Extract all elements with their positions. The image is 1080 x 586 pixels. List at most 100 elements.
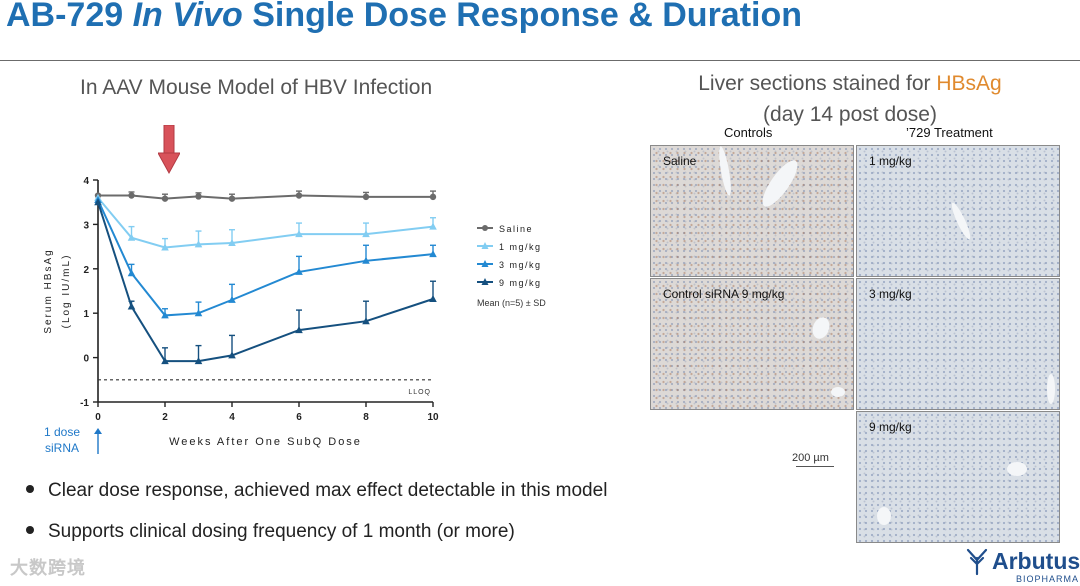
vessel: [1047, 374, 1055, 404]
hbsag-line-chart: -1 0 1 2 3 4 0 2 4 6 8 10 Weeks After One SubQ Dose S…: [43, 176, 546, 448]
vessel: [809, 314, 833, 342]
data-point: [228, 295, 236, 303]
title-prefix: AB-729: [6, 0, 133, 34]
legend-marker: [481, 278, 489, 285]
data-point: [228, 195, 236, 202]
vessel: [756, 155, 804, 212]
legend-marker: [481, 260, 489, 267]
panel-control-sirna: Control siRNA 9 mg/kg: [650, 278, 854, 410]
vessel: [831, 387, 845, 397]
arbutus-logo-icon: [966, 548, 988, 576]
y-tick-label: 3: [83, 220, 89, 231]
logo-name: Arbutus: [992, 548, 1080, 574]
y-tick-label: -1: [80, 398, 89, 409]
panel-9mgkg: 9 mg/kg: [856, 411, 1060, 543]
dose-down-arrow-icon: [158, 125, 180, 175]
vessel: [1007, 462, 1027, 476]
logo-subtitle: BIOPHARMA: [1016, 574, 1080, 584]
x-tick-label: 6: [296, 412, 302, 423]
data-point: [194, 240, 203, 248]
legend-marker: [481, 242, 489, 249]
y-axis-label: Serum HBsAg: [43, 248, 54, 333]
histology-heading-line2: (day 14 post dose): [763, 103, 937, 126]
lloq-label: LLOQ: [408, 389, 431, 396]
data-point: [362, 317, 370, 325]
legend-label: Saline: [499, 224, 533, 234]
bullet-2: Supports clinical dosing frequency of 1 …: [26, 521, 515, 543]
data-point: [295, 192, 303, 199]
title-divider: [0, 60, 1080, 61]
data-point: [228, 239, 236, 247]
legend-label: 3 mg/kg: [499, 260, 542, 270]
x-tick-label: 10: [427, 412, 439, 423]
histology-heading-highlight: HBsAg: [936, 72, 1002, 95]
y-axis-label-units: (Log IU/mL): [61, 254, 72, 329]
column-label-treatment: ’729 Treatment: [906, 125, 993, 140]
panel-label: 3 mg/kg: [869, 287, 912, 301]
histology-heading: Liver sections stained for HBsAg (day 14…: [640, 68, 1060, 130]
legend-marker: [482, 225, 488, 231]
data-point: [194, 357, 203, 365]
y-tick-label: 4: [83, 176, 89, 187]
data-point: [362, 256, 370, 264]
panel-label: 1 mg/kg: [869, 154, 912, 168]
data-point: [228, 351, 236, 359]
title-suffix: Single Dose Response & Duration: [242, 0, 803, 34]
histology-heading-line1: Liver sections stained for HBsAg: [640, 68, 1060, 99]
data-point: [295, 267, 303, 275]
x-tick-label: 8: [363, 412, 369, 423]
data-point: [429, 193, 437, 201]
data-point: [161, 357, 169, 365]
data-point: [195, 193, 202, 200]
data-point: [161, 243, 169, 251]
panel-1mgkg: 1 mg/kg: [856, 145, 1060, 277]
vessel: [948, 201, 974, 241]
scale-bar: [796, 466, 834, 467]
bullet-2-text: Supports clinical dosing frequency of 1 …: [48, 521, 515, 542]
legend-note: Mean (n=5) ± SD: [477, 298, 546, 308]
column-label-controls: Controls: [724, 125, 773, 140]
data-point: [94, 198, 102, 206]
legend-label: 1 mg/kg: [499, 242, 542, 252]
data-point: [362, 230, 370, 238]
dose-note-line2: siRNA: [45, 441, 80, 455]
histology-heading-text: Liver sections stained for: [698, 72, 937, 95]
data-point: [194, 309, 203, 317]
scale-bar-label: 200 µm: [792, 452, 829, 464]
data-point: [295, 326, 303, 334]
data-point: [429, 250, 437, 258]
bullet-1: Clear dose response, achieved max effect…: [26, 480, 607, 502]
data-point: [128, 192, 135, 199]
x-axis-label: Weeks After One SubQ Dose: [169, 436, 362, 448]
data-point: [295, 230, 303, 238]
dose-note-line1: 1 dose: [44, 425, 81, 439]
title-italic: In Vivo: [132, 0, 243, 34]
vessel: [877, 507, 891, 525]
y-tick-label: 2: [83, 265, 89, 276]
panel-label: 9 mg/kg: [869, 420, 912, 434]
series-line-3: [97, 201, 434, 363]
bullet-dot-icon: [26, 525, 34, 534]
chart-heading: In AAV Mouse Model of HBV Infection: [80, 76, 433, 99]
bullet-dot-icon: [26, 484, 34, 493]
data-point: [127, 302, 136, 310]
panel-label: Control siRNA 9 mg/kg: [663, 287, 785, 301]
watermark: 大数跨境: [10, 558, 86, 578]
panel-label: Saline: [663, 154, 697, 168]
x-tick-label: 4: [229, 412, 235, 423]
slide-title: AB-729 In Vivo Single Dose Response & Du…: [6, 0, 802, 35]
series-line-1: [97, 197, 434, 249]
x-tick-label: 2: [162, 412, 168, 423]
data-point: [362, 193, 370, 201]
dose-note: 1 dose siRNA: [44, 424, 80, 456]
vessel: [716, 146, 734, 197]
data-point: [161, 311, 169, 319]
data-point: [161, 195, 169, 202]
data-point: [429, 222, 437, 230]
panel-saline: Saline: [650, 145, 854, 277]
bullet-1-text: Clear dose response, achieved max effect…: [48, 480, 608, 501]
x-tick-label: 0: [95, 412, 101, 423]
panel-3mgkg: 3 mg/kg: [856, 278, 1060, 410]
legend-label: 9 mg/kg: [499, 278, 542, 288]
data-point: [429, 294, 437, 302]
